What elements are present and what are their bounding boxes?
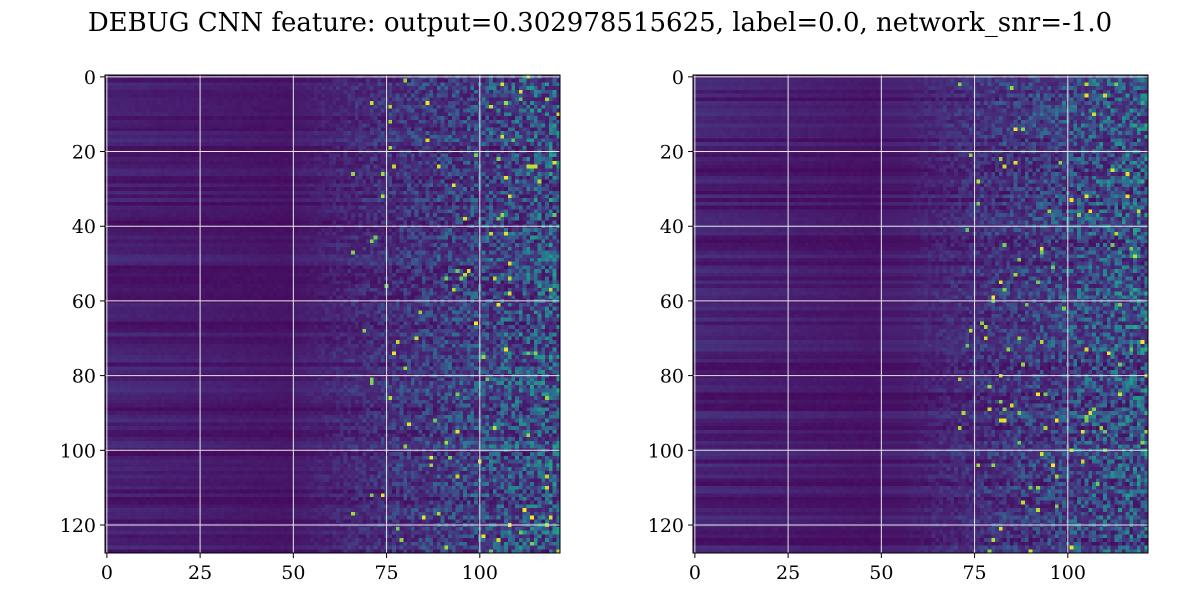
- y-tick-label: 120: [648, 515, 684, 537]
- heatmap-panel-right: 0 25 50 75 100 0 20 40 60 80 100 120: [648, 67, 1149, 584]
- figure-title: DEBUG CNN feature: output=0.302978515625…: [87, 8, 1113, 38]
- y-tick-label: 100: [648, 440, 684, 462]
- heatmap-panel-left: 0 25 50 75 100 0 20 40 60 80 100 120: [60, 67, 561, 584]
- y-tick-label: 0: [84, 67, 96, 89]
- x-tick-label: 0: [101, 562, 113, 584]
- y-tick-label: 120: [60, 515, 96, 537]
- y-tick-label: 40: [72, 216, 96, 238]
- y-tick-label: 40: [660, 216, 684, 238]
- x-tick-label: 100: [1050, 562, 1086, 584]
- heatmap-image: [105, 75, 560, 553]
- x-tick-label: 25: [188, 562, 212, 584]
- axes-frame: [104, 74, 561, 554]
- x-tick-label: 75: [962, 562, 986, 584]
- x-tick-label: 25: [776, 562, 800, 584]
- y-tick-label: 80: [660, 366, 684, 388]
- x-tick-label: 50: [281, 562, 305, 584]
- x-tick-label: 75: [374, 562, 398, 584]
- axes-frame: [692, 74, 1149, 554]
- y-tick-label: 0: [672, 67, 684, 89]
- y-tick-label: 20: [72, 142, 96, 164]
- heatmap-image: [693, 75, 1148, 553]
- y-tick-label: 60: [660, 291, 684, 313]
- y-tick-label: 80: [72, 366, 96, 388]
- y-tick-label: 100: [60, 440, 96, 462]
- x-tick-label: 100: [462, 562, 498, 584]
- y-tick-label: 60: [72, 291, 96, 313]
- x-tick-label: 50: [869, 562, 893, 584]
- x-tick-label: 0: [689, 562, 701, 584]
- y-tick-label: 20: [660, 142, 684, 164]
